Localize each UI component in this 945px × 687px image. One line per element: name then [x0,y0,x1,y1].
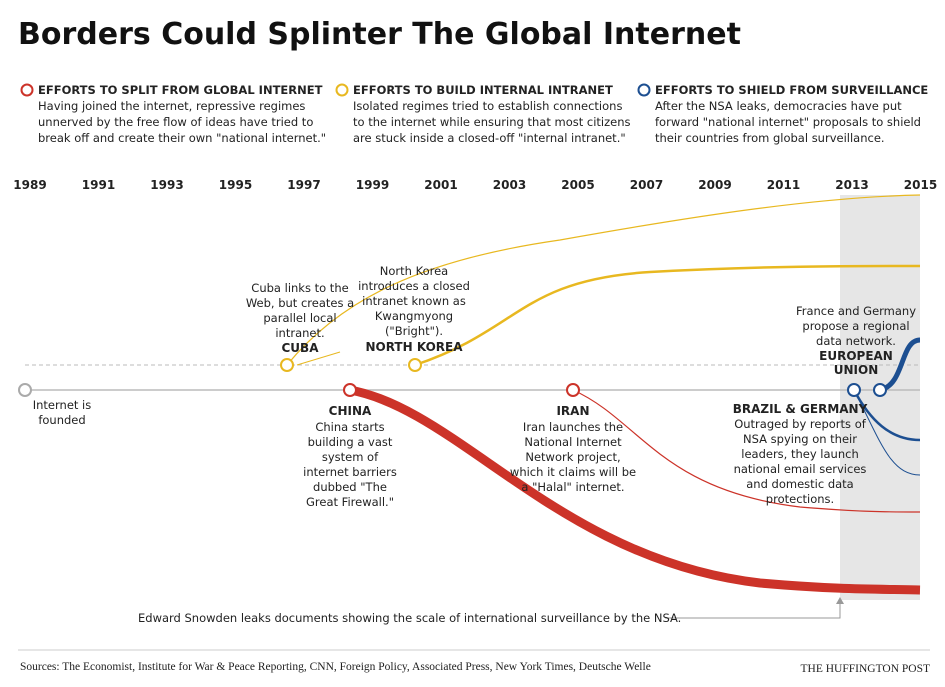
legend-text: break off and create their own "national… [38,131,326,145]
event-text: protections. [766,492,834,506]
event-name: IRAN [556,404,589,418]
year-label: 2015 [904,178,937,192]
snowden-pointer [665,600,841,619]
event-text: internet barriers [303,465,397,479]
event-text: China starts [315,420,384,434]
highlight-band [840,195,920,600]
year-label: 1995 [219,178,252,192]
year-label: 2009 [698,178,731,192]
event-text: Network project, [525,450,620,464]
event-text: parallel local [263,311,336,325]
legend-text: are stuck inside a closed-off "internal … [353,131,626,145]
legend-heading: EFFORTS TO BUILD INTERNAL INTRANET [353,83,613,97]
year-label: 2007 [630,178,663,192]
sources: Sources: The Economist, Institute for Wa… [20,661,651,673]
cuba-connector [296,351,341,366]
brand: THE HUFFINGTON POST [801,663,931,675]
eu-marker [873,383,887,397]
snowden-note: Edward Snowden leaks documents showing t… [138,611,681,625]
iran-curve [572,389,921,513]
event-text: dubbed "The [313,480,387,494]
cuba-marker [280,358,294,372]
legend-heading: EFFORTS TO SHIELD FROM SURVEILLANCE [655,83,928,97]
event-name: NORTH KOREA [365,340,463,354]
event-text: France and Germany [796,304,916,318]
legend-text: Isolated regimes tried to establish conn… [353,99,622,113]
event-text: Kwangmyong [375,309,453,323]
event-text: intranet. [275,326,324,340]
event-text: a "Halal" internet. [521,480,624,494]
legend-heading: EFFORTS TO SPLIT FROM GLOBAL INTERNET [38,83,323,97]
eu-curve [879,337,921,393]
event-text: North Korea [380,264,448,278]
cuba-curve [286,194,921,366]
event-text: data network. [816,334,896,348]
title: Borders Could Splinter The Global Intern… [18,17,741,52]
legend-text: their countries from global surveillance… [655,131,885,145]
year-label: 2005 [561,178,594,192]
year-label: 2011 [767,178,800,192]
event-text: founded [38,413,85,427]
china-curve [349,385,921,595]
event-text: national email services [734,462,867,476]
founding-marker [18,383,32,397]
north-korea-curve [414,264,921,367]
event-text: propose a regional [802,319,909,333]
event-text: intranet known as [362,294,466,308]
year-label: 1991 [82,178,115,192]
legend-text: to the internet while ensuring that most… [353,115,631,129]
event-text: and domestic data [746,477,853,491]
event-name: UNION [834,363,879,377]
event-text: introduces a closed [358,279,470,293]
year-label: 1989 [13,178,46,192]
china-marker [343,383,357,397]
year-label: 2013 [835,178,868,192]
event-text: leaders, they launch [741,447,859,461]
event-text: Internet is [33,398,92,412]
year-label: 1997 [287,178,320,192]
year-label: 2003 [493,178,526,192]
event-text: NSA spying on their [743,432,857,446]
legend-marker [20,83,34,97]
year-label: 1999 [356,178,389,192]
legend-marker [335,83,349,97]
year-label: 1993 [150,178,183,192]
legend-text: unnerved by the free flow of ideas have … [38,115,313,129]
snowden-arrow [836,597,844,604]
event-text: Web, but creates a [246,296,354,310]
legend-text: forward "national internet" proposals to… [655,115,921,129]
legend-text: Having joined the internet, repressive r… [38,99,305,113]
event-name: EUROPEAN [819,349,893,363]
event-text: system of [322,450,379,464]
brazil-marker [847,383,861,397]
event-name: CUBA [282,341,320,355]
event-text: National Internet [524,435,622,449]
event-text: Iran launches the [523,420,623,434]
event-name: BRAZIL & GERMANY [733,402,868,416]
iran-marker [566,383,580,397]
event-text: Outraged by reports of [734,417,867,431]
event-text: Cuba links to the [251,281,348,295]
event-text: which it claims will be [510,465,636,479]
event-text: Great Firewall." [306,495,394,509]
germany-curve [853,389,921,476]
event-name: CHINA [329,404,372,418]
event-text: building a vast [308,435,393,449]
year-label: 2001 [424,178,457,192]
north-korea-marker [408,358,422,372]
legend-text: After the NSA leaks, democracies have pu… [655,99,902,113]
event-text: ("Bright"). [385,324,443,338]
legend-marker [637,83,651,97]
